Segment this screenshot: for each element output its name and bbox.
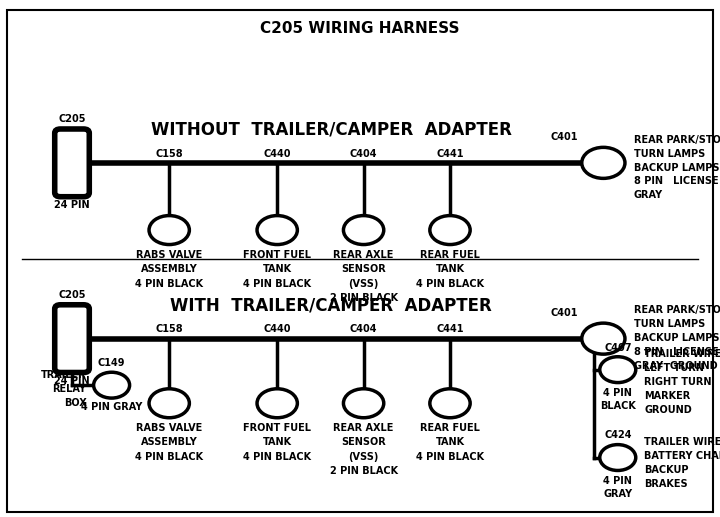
- Text: C407: C407: [604, 343, 631, 353]
- Text: SENSOR: SENSOR: [341, 437, 386, 447]
- Text: TRAILER WIRES: TRAILER WIRES: [644, 437, 720, 447]
- Text: REAR FUEL: REAR FUEL: [420, 250, 480, 260]
- Text: WITHOUT  TRAILER/CAMPER  ADAPTER: WITHOUT TRAILER/CAMPER ADAPTER: [150, 120, 512, 138]
- Text: C158: C158: [156, 325, 183, 334]
- Text: 4 PIN: 4 PIN: [603, 388, 632, 398]
- Circle shape: [343, 216, 384, 245]
- Text: 4 PIN BLACK: 4 PIN BLACK: [243, 452, 311, 462]
- Text: RIGHT TURN: RIGHT TURN: [644, 377, 712, 387]
- Circle shape: [257, 216, 297, 245]
- Text: 4 PIN: 4 PIN: [603, 476, 632, 485]
- Text: GRAY: GRAY: [634, 190, 662, 201]
- FancyBboxPatch shape: [55, 305, 89, 372]
- Text: BRAKES: BRAKES: [644, 479, 688, 489]
- Text: 2 PIN BLACK: 2 PIN BLACK: [330, 293, 397, 303]
- Text: C401: C401: [551, 132, 578, 142]
- Text: RABS VALVE: RABS VALVE: [136, 423, 202, 433]
- Text: C404: C404: [350, 149, 377, 159]
- Text: C158: C158: [156, 149, 183, 159]
- Circle shape: [430, 216, 470, 245]
- Text: SENSOR: SENSOR: [341, 264, 386, 274]
- Text: BATTERY CHARGE: BATTERY CHARGE: [644, 451, 720, 461]
- Text: BACKUP: BACKUP: [644, 465, 689, 475]
- Circle shape: [582, 147, 625, 178]
- Text: LEFT TURN: LEFT TURN: [644, 363, 704, 373]
- Text: 2 PIN BLACK: 2 PIN BLACK: [330, 466, 397, 476]
- Circle shape: [430, 389, 470, 418]
- Text: TANK: TANK: [436, 437, 464, 447]
- Text: TANK: TANK: [263, 437, 292, 447]
- Text: REAR AXLE: REAR AXLE: [333, 423, 394, 433]
- Text: WITH  TRAILER/CAMPER  ADAPTER: WITH TRAILER/CAMPER ADAPTER: [171, 296, 492, 314]
- Text: TRAILER WIRES: TRAILER WIRES: [644, 349, 720, 359]
- Text: 8 PIN   LICENSE LAMPS: 8 PIN LICENSE LAMPS: [634, 176, 720, 187]
- Text: REAR PARK/STOP: REAR PARK/STOP: [634, 134, 720, 145]
- Text: C441: C441: [436, 149, 464, 159]
- Text: 4 PIN BLACK: 4 PIN BLACK: [135, 452, 203, 462]
- Text: C404: C404: [350, 325, 377, 334]
- Text: C149: C149: [98, 358, 125, 368]
- Text: 4 PIN BLACK: 4 PIN BLACK: [416, 279, 484, 288]
- Text: C424: C424: [604, 431, 631, 440]
- Text: GROUND: GROUND: [644, 405, 692, 415]
- Text: 4 PIN BLACK: 4 PIN BLACK: [243, 279, 311, 288]
- Text: RELAY: RELAY: [53, 384, 86, 394]
- Text: 24 PIN: 24 PIN: [54, 200, 90, 210]
- FancyBboxPatch shape: [55, 129, 89, 196]
- Text: C205: C205: [58, 114, 86, 124]
- Text: MARKER: MARKER: [644, 391, 690, 401]
- Text: TRAILER: TRAILER: [41, 370, 86, 380]
- Text: GRAY: GRAY: [603, 489, 632, 498]
- Text: REAR AXLE: REAR AXLE: [333, 250, 394, 260]
- Text: BACKUP LAMPS: BACKUP LAMPS: [634, 333, 719, 343]
- Text: (VSS): (VSS): [348, 452, 379, 462]
- Text: TANK: TANK: [436, 264, 464, 274]
- Text: BACKUP LAMPS: BACKUP LAMPS: [634, 162, 719, 173]
- Text: ASSEMBLY: ASSEMBLY: [141, 264, 197, 274]
- Text: BOX: BOX: [63, 398, 86, 408]
- Text: RABS VALVE: RABS VALVE: [136, 250, 202, 260]
- Circle shape: [149, 389, 189, 418]
- Text: C441: C441: [436, 325, 464, 334]
- Text: 24 PIN: 24 PIN: [54, 376, 90, 386]
- Circle shape: [149, 216, 189, 245]
- Circle shape: [343, 389, 384, 418]
- Text: C401: C401: [551, 308, 578, 318]
- Text: BLACK: BLACK: [600, 401, 636, 410]
- Text: 4 PIN GRAY: 4 PIN GRAY: [81, 402, 143, 412]
- Text: TURN LAMPS: TURN LAMPS: [634, 319, 705, 329]
- Text: REAR PARK/STOP: REAR PARK/STOP: [634, 305, 720, 315]
- Text: 4 PIN BLACK: 4 PIN BLACK: [416, 452, 484, 462]
- Text: C440: C440: [264, 149, 291, 159]
- Circle shape: [600, 445, 636, 470]
- Circle shape: [257, 389, 297, 418]
- Circle shape: [600, 357, 636, 383]
- Circle shape: [582, 323, 625, 354]
- Text: GRAY  GROUND: GRAY GROUND: [634, 361, 717, 371]
- Text: C440: C440: [264, 325, 291, 334]
- Text: ASSEMBLY: ASSEMBLY: [141, 437, 197, 447]
- Text: (VSS): (VSS): [348, 279, 379, 288]
- Text: C205 WIRING HARNESS: C205 WIRING HARNESS: [260, 21, 460, 36]
- Text: C205: C205: [58, 290, 86, 300]
- Text: FRONT FUEL: FRONT FUEL: [243, 423, 311, 433]
- Text: REAR FUEL: REAR FUEL: [420, 423, 480, 433]
- Text: FRONT FUEL: FRONT FUEL: [243, 250, 311, 260]
- Circle shape: [94, 372, 130, 398]
- Text: 4 PIN BLACK: 4 PIN BLACK: [135, 279, 203, 288]
- Text: TURN LAMPS: TURN LAMPS: [634, 148, 705, 159]
- Text: 8 PIN   LICENSE LAMPS: 8 PIN LICENSE LAMPS: [634, 347, 720, 357]
- Text: TANK: TANK: [263, 264, 292, 274]
